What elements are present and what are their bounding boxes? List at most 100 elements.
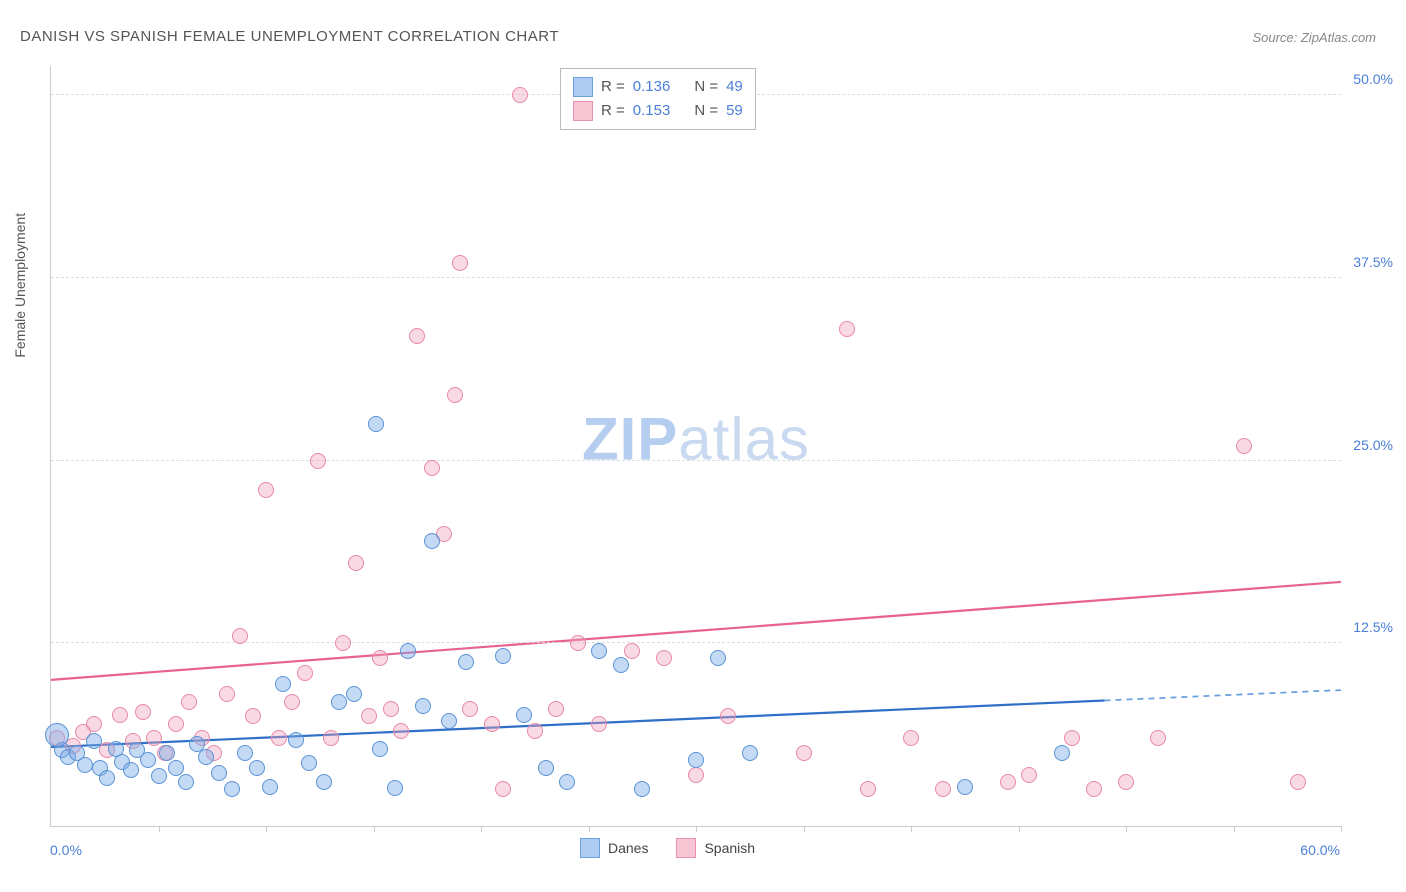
data-point-spanish bbox=[688, 767, 704, 783]
data-point-danes bbox=[77, 757, 93, 773]
data-point-spanish bbox=[935, 781, 951, 797]
data-point-danes bbox=[415, 698, 431, 714]
data-point-danes bbox=[591, 643, 607, 659]
data-point-danes bbox=[331, 694, 347, 710]
data-point-spanish bbox=[424, 460, 440, 476]
data-point-danes bbox=[249, 760, 265, 776]
x-axis-min-label: 0.0% bbox=[50, 842, 82, 858]
data-point-spanish bbox=[796, 745, 812, 761]
trend-lines-layer bbox=[51, 66, 1341, 826]
data-point-spanish bbox=[284, 694, 300, 710]
data-point-danes bbox=[688, 752, 704, 768]
x-tick bbox=[804, 826, 805, 832]
grid-line bbox=[51, 460, 1341, 461]
x-axis-max-label: 60.0% bbox=[1300, 842, 1340, 858]
chart-title: DANISH VS SPANISH FEMALE UNEMPLOYMENT CO… bbox=[20, 28, 559, 45]
legend-row-spanish: R = 0.153 N = 59 bbox=[573, 99, 743, 123]
data-point-spanish bbox=[383, 701, 399, 717]
data-point-spanish bbox=[570, 635, 586, 651]
legend-row-danes: R = 0.136 N = 49 bbox=[573, 75, 743, 99]
data-point-spanish bbox=[624, 643, 640, 659]
trend-line-danes-dashed bbox=[1105, 690, 1342, 700]
legend-item-spanish: Spanish bbox=[676, 838, 755, 858]
data-point-spanish bbox=[168, 716, 184, 732]
y-tick-label: 50.0% bbox=[1353, 71, 1393, 87]
data-point-danes bbox=[159, 745, 175, 761]
data-point-spanish bbox=[232, 628, 248, 644]
x-tick bbox=[1126, 826, 1127, 832]
data-point-spanish bbox=[135, 704, 151, 720]
data-point-spanish bbox=[1000, 774, 1016, 790]
data-point-spanish bbox=[447, 387, 463, 403]
data-point-danes bbox=[957, 779, 973, 795]
data-point-spanish bbox=[86, 716, 102, 732]
x-tick bbox=[374, 826, 375, 832]
data-point-spanish bbox=[1064, 730, 1080, 746]
y-tick-label: 12.5% bbox=[1353, 619, 1393, 635]
legend-correlation: R = 0.136 N = 49 R = 0.153 N = 59 bbox=[560, 68, 756, 130]
watermark: ZIPatlas bbox=[582, 405, 810, 474]
swatch-spanish bbox=[573, 101, 593, 121]
y-tick-label: 25.0% bbox=[1353, 437, 1393, 453]
data-point-danes bbox=[168, 760, 184, 776]
data-point-spanish bbox=[860, 781, 876, 797]
data-point-spanish bbox=[112, 707, 128, 723]
data-point-spanish bbox=[393, 723, 409, 739]
data-point-spanish bbox=[409, 328, 425, 344]
data-point-danes bbox=[301, 755, 317, 771]
data-point-danes bbox=[140, 752, 156, 768]
data-point-spanish bbox=[1118, 774, 1134, 790]
data-point-spanish bbox=[839, 321, 855, 337]
data-point-spanish bbox=[484, 716, 500, 732]
data-point-spanish bbox=[452, 255, 468, 271]
data-point-danes bbox=[424, 533, 440, 549]
x-tick bbox=[266, 826, 267, 832]
data-point-spanish bbox=[310, 453, 326, 469]
data-point-spanish bbox=[271, 730, 287, 746]
x-tick bbox=[1234, 826, 1235, 832]
data-point-danes bbox=[211, 765, 227, 781]
x-tick bbox=[589, 826, 590, 832]
data-point-spanish bbox=[1021, 767, 1037, 783]
swatch-danes bbox=[573, 77, 593, 97]
data-point-spanish bbox=[245, 708, 261, 724]
data-point-danes bbox=[262, 779, 278, 795]
data-point-danes bbox=[742, 745, 758, 761]
data-point-spanish bbox=[181, 694, 197, 710]
data-point-spanish bbox=[720, 708, 736, 724]
x-tick bbox=[1019, 826, 1020, 832]
data-point-danes bbox=[516, 707, 532, 723]
data-point-danes bbox=[346, 686, 362, 702]
data-point-danes bbox=[316, 774, 332, 790]
data-point-danes bbox=[86, 733, 102, 749]
data-point-danes bbox=[151, 768, 167, 784]
data-point-danes bbox=[710, 650, 726, 666]
data-point-danes bbox=[372, 741, 388, 757]
data-point-spanish bbox=[219, 686, 235, 702]
data-point-spanish bbox=[335, 635, 351, 651]
data-point-spanish bbox=[548, 701, 564, 717]
data-point-spanish bbox=[258, 482, 274, 498]
data-point-spanish bbox=[512, 87, 528, 103]
data-point-danes bbox=[123, 762, 139, 778]
data-point-spanish bbox=[146, 730, 162, 746]
data-point-danes bbox=[634, 781, 650, 797]
data-point-spanish bbox=[372, 650, 388, 666]
data-point-spanish bbox=[1150, 730, 1166, 746]
data-point-spanish bbox=[297, 665, 313, 681]
x-tick bbox=[696, 826, 697, 832]
data-point-danes bbox=[538, 760, 554, 776]
data-point-danes bbox=[559, 774, 575, 790]
legend-item-danes: Danes bbox=[580, 838, 648, 858]
x-tick bbox=[911, 826, 912, 832]
data-point-spanish bbox=[462, 701, 478, 717]
data-point-spanish bbox=[903, 730, 919, 746]
data-point-spanish bbox=[495, 781, 511, 797]
y-tick-label: 37.5% bbox=[1353, 254, 1393, 270]
source-attribution: Source: ZipAtlas.com bbox=[1252, 30, 1376, 45]
data-point-danes bbox=[224, 781, 240, 797]
data-point-spanish bbox=[527, 723, 543, 739]
data-point-spanish bbox=[323, 730, 339, 746]
data-point-spanish bbox=[1236, 438, 1252, 454]
data-point-danes bbox=[275, 676, 291, 692]
